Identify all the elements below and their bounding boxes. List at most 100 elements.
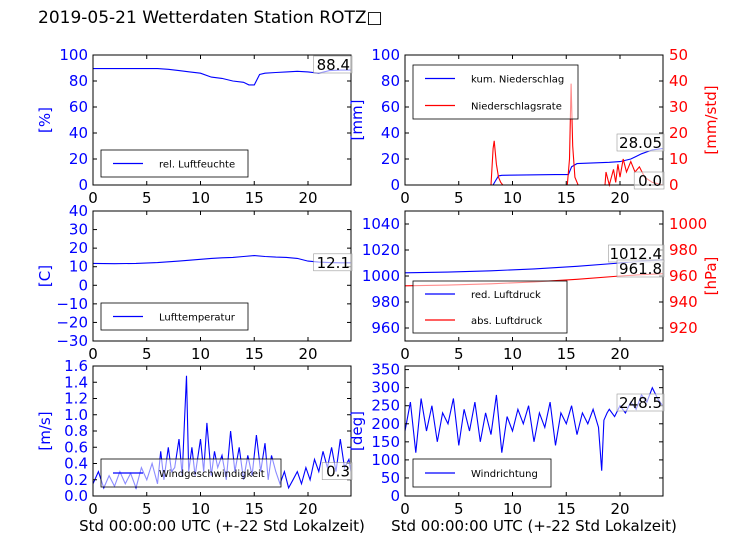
y-tick-label-winddir-2: 100	[371, 451, 400, 469]
value-box-humidity-0	[313, 55, 353, 74]
y-tick-label-precip-4: 80	[381, 72, 400, 90]
y-tick-label-pressure-4: 1040	[362, 215, 400, 233]
x-tick-label-winddir-1: 5	[454, 500, 464, 518]
panel-wind	[92, 365, 353, 497]
series-line-humidity-0	[93, 68, 351, 86]
y-tick-label-temperature-4: 10	[69, 258, 88, 276]
y2-axis-label-precip: [mm/std]	[702, 85, 720, 154]
legend-box-wind	[100, 458, 282, 488]
y-tick-label-pressure-0: 960	[371, 319, 400, 337]
y2-tick-label-pressure-1: 940	[669, 293, 698, 311]
y-tick-label-winddir-6: 300	[371, 379, 400, 397]
x-tick-label-pressure-0: 0	[400, 345, 410, 363]
y2-tick-label-pressure-3: 980	[669, 241, 698, 259]
legend-label-precip-0: kum. Niederschlag	[471, 75, 564, 86]
legend-label-precip-1: Niederschlagsrate	[471, 102, 562, 113]
x-tick-label-humidity-3: 15	[245, 189, 264, 207]
axes-frame-winddir	[404, 365, 664, 497]
x-tick-label-precip-2: 10	[503, 189, 522, 207]
value-box-pressure-1	[616, 259, 665, 278]
y-tick-label-humidity-5: 100	[59, 46, 88, 64]
y2-tick-label-precip-4: 40	[669, 72, 688, 90]
y-tick-label-temperature-5: 20	[69, 239, 88, 257]
x-tick-label-precip-0: 0	[400, 189, 410, 207]
x-axis-label-wind: Std 00:00:00 UTC (+-22 Std Lokalzeit)	[79, 517, 365, 535]
y-tick-label-wind-2: 0.4	[64, 455, 88, 473]
y-tick-label-winddir-7: 350	[371, 361, 400, 379]
value-box-precip-1	[633, 171, 665, 190]
current-value-precip-1: 0.0	[638, 172, 662, 190]
current-value-wind-0: 0.3	[326, 463, 350, 481]
y-axis-label-winddir: [deg]	[348, 411, 366, 451]
y-tick-label-humidity-0: 0	[78, 176, 88, 194]
legend-label-pressure-0: red. Luftdruck	[471, 290, 541, 301]
y-tick-label-winddir-3: 150	[371, 433, 400, 451]
y-tick-label-winddir-1: 50	[381, 469, 400, 487]
y-tick-label-humidity-4: 80	[69, 72, 88, 90]
y-tick-label-pressure-1: 980	[371, 293, 400, 311]
y-tick-label-wind-3: 0.6	[64, 438, 88, 456]
y-tick-label-wind-8: 1.6	[64, 357, 88, 375]
legend-label-humidity-0: rel. Luftfeuchte	[159, 160, 235, 171]
y2-tick-label-precip-0: 0	[669, 176, 679, 194]
y-tick-label-temperature-1: −20	[56, 313, 88, 331]
y-tick-label-wind-0: 0.0	[64, 487, 88, 505]
panel-precip	[404, 54, 665, 190]
panel-pressure	[404, 210, 665, 342]
series-line-precip-0	[405, 147, 664, 186]
x-tick-label-temperature-3: 15	[245, 345, 264, 363]
y2-tick-label-precip-2: 20	[669, 124, 688, 142]
y-tick-label-winddir-4: 200	[371, 415, 400, 433]
x-tick-label-wind-3: 15	[245, 500, 264, 518]
y-tick-label-wind-7: 1.4	[64, 373, 88, 391]
legend-label-temperature-0: Lufttemperatur	[159, 313, 236, 324]
y-tick-label-temperature-7: 40	[69, 202, 88, 220]
y-tick-label-precip-0: 0	[390, 176, 400, 194]
x-tick-label-winddir-2: 10	[503, 500, 522, 518]
y-tick-label-precip-2: 40	[381, 124, 400, 142]
x-tick-label-wind-0: 0	[88, 500, 98, 518]
y-axis-label-humidity: [%]	[36, 107, 54, 133]
value-box-winddir-0	[616, 393, 665, 412]
x-tick-label-winddir-0: 0	[400, 500, 410, 518]
x-tick-label-winddir-3: 15	[557, 500, 576, 518]
y-axis-label-precip: [mm]	[348, 100, 366, 141]
y-tick-label-temperature-2: −10	[56, 295, 88, 313]
axes-frame-precip	[404, 54, 664, 186]
y-tick-label-winddir-5: 250	[371, 397, 400, 415]
y-tick-label-temperature-6: 30	[69, 221, 88, 239]
x-tick-label-precip-3: 15	[557, 189, 576, 207]
y-tick-label-humidity-3: 60	[69, 98, 88, 116]
panel-winddir	[404, 365, 665, 497]
value-box-temperature-0	[313, 253, 353, 272]
value-box-precip-0	[616, 133, 665, 152]
x-tick-label-precip-4: 20	[610, 189, 629, 207]
page-title: 2019-05-21 Wetterdaten Station ROTZ□	[38, 8, 383, 28]
y2-tick-label-precip-1: 10	[669, 150, 688, 168]
panel-humidity	[92, 54, 353, 186]
x-tick-label-humidity-4: 20	[298, 189, 317, 207]
y-axis-label-wind: [m/s]	[36, 411, 54, 450]
value-box-wind-0	[321, 462, 353, 480]
y-tick-label-wind-1: 0.2	[64, 471, 88, 489]
y-axis-label-temperature: [C]	[36, 265, 54, 287]
y2-tick-label-pressure-4: 1000	[669, 215, 707, 233]
current-value-pressure-1: 961.8	[619, 260, 662, 278]
y-tick-label-wind-6: 1.2	[64, 390, 88, 408]
y-tick-label-precip-1: 20	[381, 150, 400, 168]
x-tick-label-precip-1: 5	[454, 189, 464, 207]
current-value-pressure-0: 1012.4	[610, 245, 663, 263]
x-tick-label-pressure-1: 5	[454, 345, 464, 363]
y2-axis-label-pressure: [hPa]	[702, 257, 720, 296]
y-tick-label-precip-3: 60	[381, 98, 400, 116]
y2-tick-label-pressure-0: 920	[669, 319, 698, 337]
y2-tick-label-pressure-2: 960	[669, 267, 698, 285]
x-tick-label-temperature-1: 5	[142, 345, 152, 363]
series-line-temperature-0	[92, 255, 351, 265]
x-tick-label-humidity-0: 0	[88, 189, 98, 207]
x-tick-label-humidity-2: 10	[191, 189, 210, 207]
x-tick-label-temperature-4: 20	[298, 345, 317, 363]
legend-label-wind-0: Windgeschwindigkeit	[159, 469, 265, 480]
